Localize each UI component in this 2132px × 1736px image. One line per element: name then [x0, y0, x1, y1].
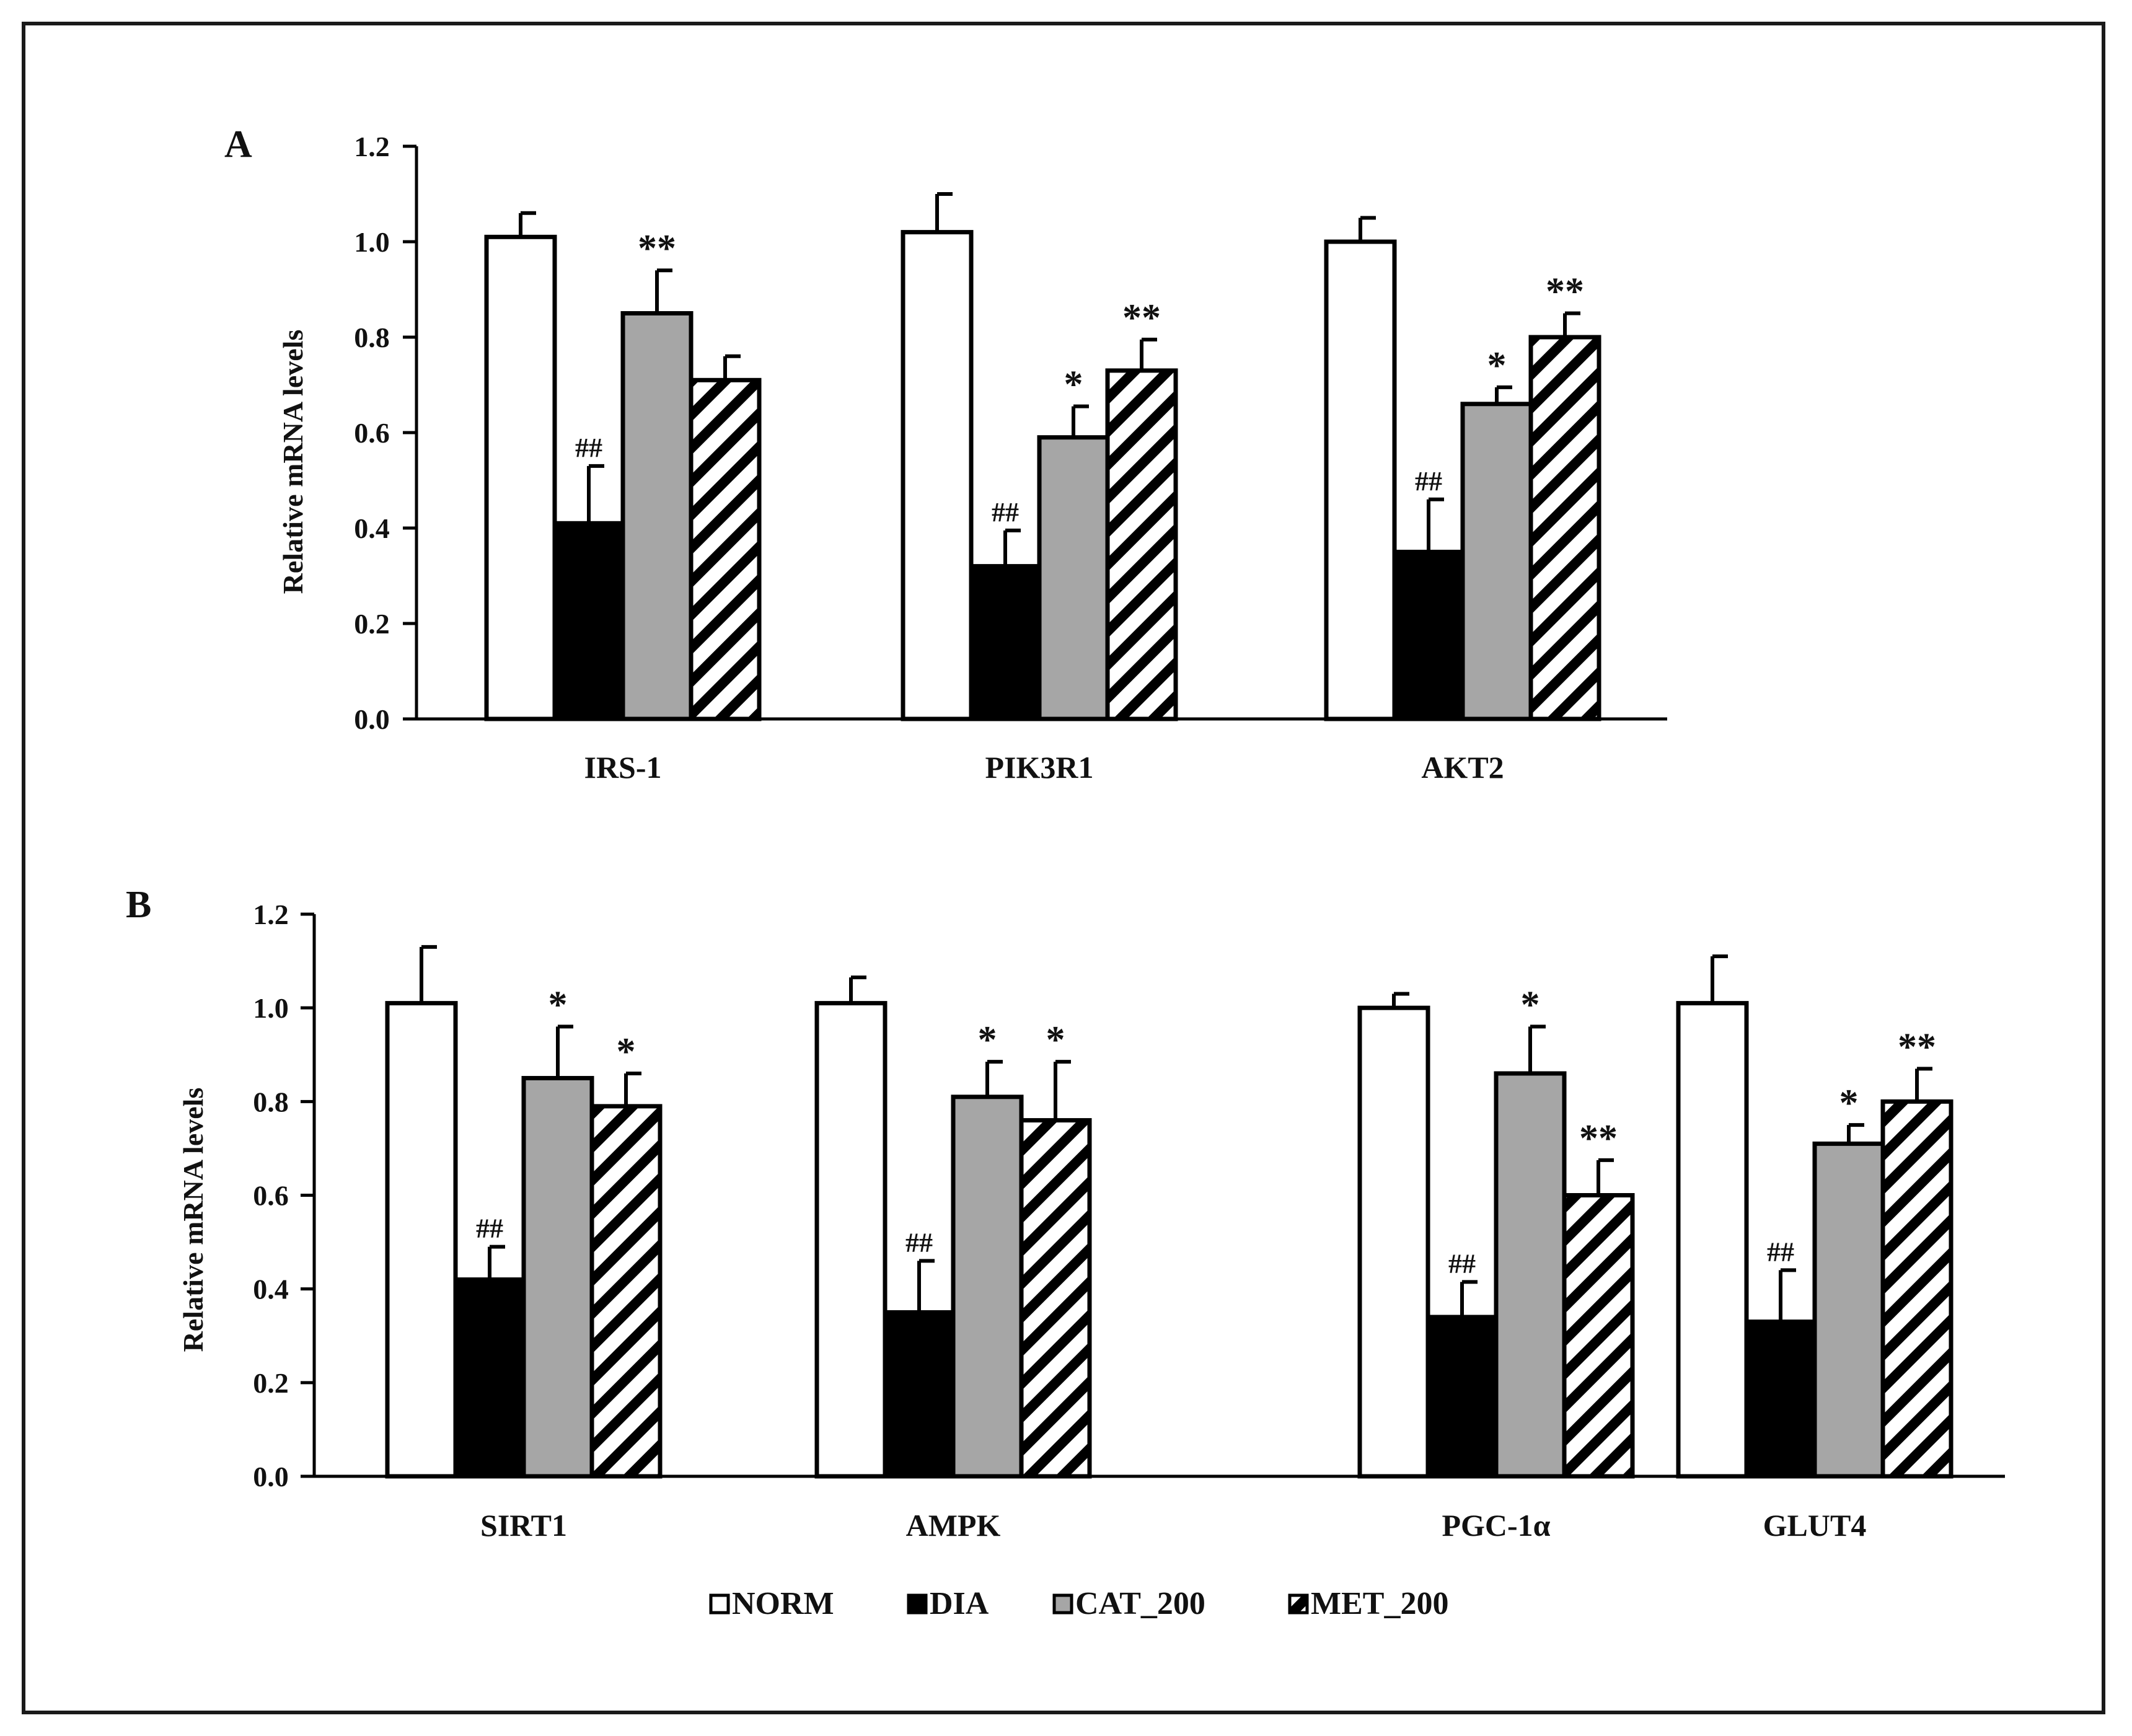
- bar-irs-1-norm: [484, 234, 557, 721]
- category-label-ampk: AMPK: [906, 1508, 1001, 1543]
- y-tick-label: 0.2: [253, 1367, 289, 1399]
- y-tick-label: 0.0: [253, 1461, 289, 1492]
- annotation-pgc-1-cat-200: *: [1521, 984, 1540, 1026]
- y-tick-label: 0.0: [354, 703, 390, 735]
- annotation-ampk-met-200: *: [1046, 1019, 1065, 1061]
- bar-pik3r1-met-200: [1105, 368, 1178, 721]
- annotation-ampk-dia: ##: [905, 1227, 933, 1258]
- panel-a-plot: 0.00.20.40.60.81.01.2##**IRS-1##***PIK3R…: [354, 131, 1667, 785]
- bar-glut4-dia: [1744, 1320, 1817, 1479]
- bar-pgc-1-dia: [1425, 1315, 1499, 1479]
- bar-ampk-cat-200: [951, 1095, 1024, 1479]
- category-label-pik3r1: PIK3R1: [985, 750, 1094, 785]
- panel-a: A Relative mRNA levels 0.0 0.2 0.4 0.6 0.8 1.…: [224, 123, 1667, 785]
- legend-label-cat-200: CAT_200: [1075, 1586, 1205, 1621]
- legend-item-dia: DIA: [907, 1586, 989, 1621]
- bar-sirt1-norm: [385, 1001, 458, 1479]
- bar-pgc-1-norm: [1357, 1005, 1430, 1479]
- panel-b-letter: B: [126, 884, 151, 926]
- annotation-pgc-1-dia: ##: [1448, 1248, 1476, 1279]
- bar-ampk-dia: [883, 1310, 956, 1479]
- bar-akt2-norm: [1324, 239, 1397, 721]
- category-label-irs-1: IRS-1: [584, 750, 661, 785]
- annotation-glut4-met-200: **: [1898, 1026, 1936, 1068]
- bar-pgc-1-met-200: [1562, 1193, 1635, 1479]
- bar-sirt1-dia: [453, 1277, 526, 1479]
- legend: NORM DIA CAT_200 MET_200: [709, 1586, 1448, 1621]
- category-label-pgc-1: PGC-1α: [1442, 1508, 1550, 1543]
- y-tick-label: 1.0: [253, 992, 289, 1024]
- panel-a-ylabel: Relative mRNA levels: [277, 330, 309, 594]
- y-tick-label: 0.4: [354, 513, 390, 544]
- panel-b-ylabel: Relative mRNA levels: [177, 1088, 209, 1352]
- y-tick-label: 0.8: [354, 322, 390, 353]
- legend-item-met-200: MET_200: [1288, 1586, 1448, 1621]
- bar-pgc-1-cat-200: [1494, 1071, 1567, 1479]
- bar-ampk-met-200: [1019, 1118, 1092, 1479]
- bar-pik3r1-cat-200: [1037, 435, 1110, 721]
- bar-sirt1-cat-200: [521, 1076, 594, 1479]
- legend-item-cat-200: CAT_200: [1052, 1586, 1205, 1621]
- annotation-glut4-dia: ##: [1767, 1236, 1794, 1267]
- bar-glut4-norm: [1676, 1001, 1749, 1479]
- bar-pik3r1-norm: [901, 230, 974, 721]
- annotation-sirt1-cat-200: *: [548, 984, 568, 1026]
- y-tick-label: 1.2: [354, 131, 390, 162]
- legend-item-norm: NORM: [709, 1586, 834, 1621]
- legend-swatch-norm: [709, 1593, 730, 1615]
- y-tick-label: 1.2: [253, 899, 289, 930]
- bar-irs-1-dia: [552, 521, 625, 721]
- y-tick-label: 0.4: [253, 1274, 289, 1305]
- annotation-sirt1-met-200: *: [617, 1031, 636, 1073]
- legend-swatch-dia: [907, 1593, 928, 1615]
- panel-b: B Relative mRNA levels 0.0 0.2 0.4 0.6 0.8 1.…: [126, 884, 2005, 1543]
- legend-label-dia: DIA: [930, 1586, 989, 1621]
- annotation-pik3r1-cat-200: *: [1064, 364, 1083, 406]
- bar-glut4-met-200: [1880, 1099, 1954, 1479]
- annotation-akt2-met-200: **: [1546, 271, 1584, 313]
- bar-irs-1-met-200: [689, 377, 762, 721]
- annotation-pik3r1-met-200: **: [1122, 297, 1161, 339]
- annotation-glut4-cat-200: *: [1839, 1082, 1859, 1124]
- annotation-akt2-dia: ##: [1415, 466, 1442, 496]
- bar-akt2-met-200: [1528, 335, 1601, 721]
- annotation-irs-1-dia: ##: [575, 433, 602, 463]
- bar-irs-1-cat-200: [620, 311, 694, 721]
- bar-pik3r1-dia: [969, 564, 1042, 721]
- legend-label-norm: NORM: [732, 1586, 834, 1621]
- panel-b-plot: 0.00.20.40.60.81.01.2##**SIRT1##* *AMPK##…: [253, 899, 2005, 1543]
- annotation-irs-1-cat-200: **: [638, 227, 676, 270]
- annotation-pik3r1-dia: ##: [992, 497, 1019, 527]
- category-label-glut4: GLUT4: [1763, 1508, 1867, 1543]
- panel-a-letter: A: [224, 123, 252, 165]
- bar-akt2-dia: [1392, 550, 1465, 721]
- annotation-pgc-1-met-200: **: [1579, 1117, 1618, 1160]
- legend-swatch-cat-200: [1052, 1593, 1073, 1615]
- category-label-sirt1: SIRT1: [480, 1508, 567, 1543]
- bar-akt2-cat-200: [1460, 402, 1533, 721]
- bar-glut4-cat-200: [1812, 1141, 1885, 1479]
- annotation-akt2-cat-200: *: [1487, 345, 1507, 387]
- category-label-akt2: AKT2: [1421, 750, 1504, 785]
- y-tick-label: 0.2: [354, 608, 390, 640]
- annotation-ampk-cat-200: *: [978, 1019, 997, 1061]
- y-tick-label: 0.6: [253, 1180, 289, 1212]
- bar-sirt1-met-200: [589, 1104, 663, 1479]
- annotation-sirt1-dia: ##: [476, 1214, 503, 1244]
- legend-label-met-200: MET_200: [1311, 1586, 1448, 1621]
- bar-ampk-norm: [814, 1001, 888, 1479]
- y-tick-label: 0.6: [354, 417, 390, 449]
- legend-swatch-met-200: [1288, 1593, 1309, 1615]
- y-tick-label: 1.0: [354, 226, 390, 258]
- y-tick-label: 0.8: [253, 1086, 289, 1117]
